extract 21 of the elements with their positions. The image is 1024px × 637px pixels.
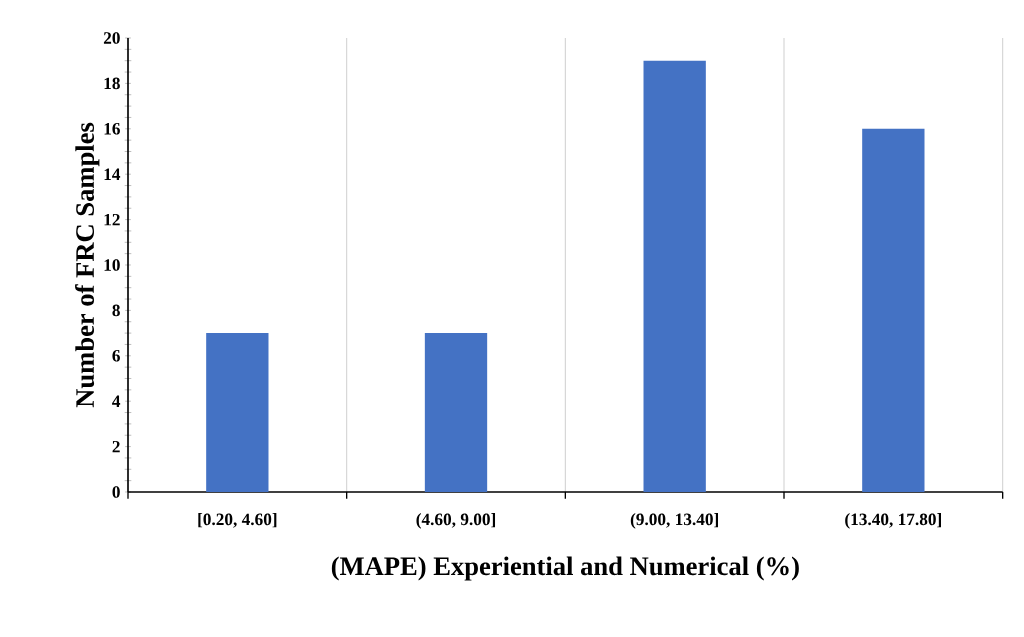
bar: [424, 333, 488, 492]
bar: [206, 333, 269, 492]
y-tick-label: 8: [112, 304, 120, 317]
x-tick-label: (13.40, 17.80]: [845, 513, 941, 529]
x-axis-title: (MAPE) Experiential and Numerical (%): [331, 556, 799, 581]
y-tick-label: 16: [104, 122, 120, 135]
y-tick-label: 6: [112, 349, 120, 362]
bar: [862, 128, 925, 492]
x-tick-label: (4.60, 9.00]: [416, 513, 496, 529]
x-tick-label: (9.00, 13.40]: [630, 513, 719, 529]
y-tick-label: 10: [104, 259, 120, 271]
y-axis-title: Number of FRC Samples: [75, 122, 100, 408]
y-tick-label: 20: [103, 32, 120, 44]
x-tick-label: [0.20, 4.60]: [198, 513, 277, 528]
y-tick-label: 0: [112, 486, 120, 498]
y-tick-label: 4: [112, 395, 121, 407]
y-tick-label: 2: [112, 440, 120, 453]
y-tick-label: 14: [104, 168, 121, 180]
y-tick-label: 18: [104, 77, 120, 90]
bar: [643, 60, 706, 492]
y-tick-label: 12: [104, 213, 120, 226]
